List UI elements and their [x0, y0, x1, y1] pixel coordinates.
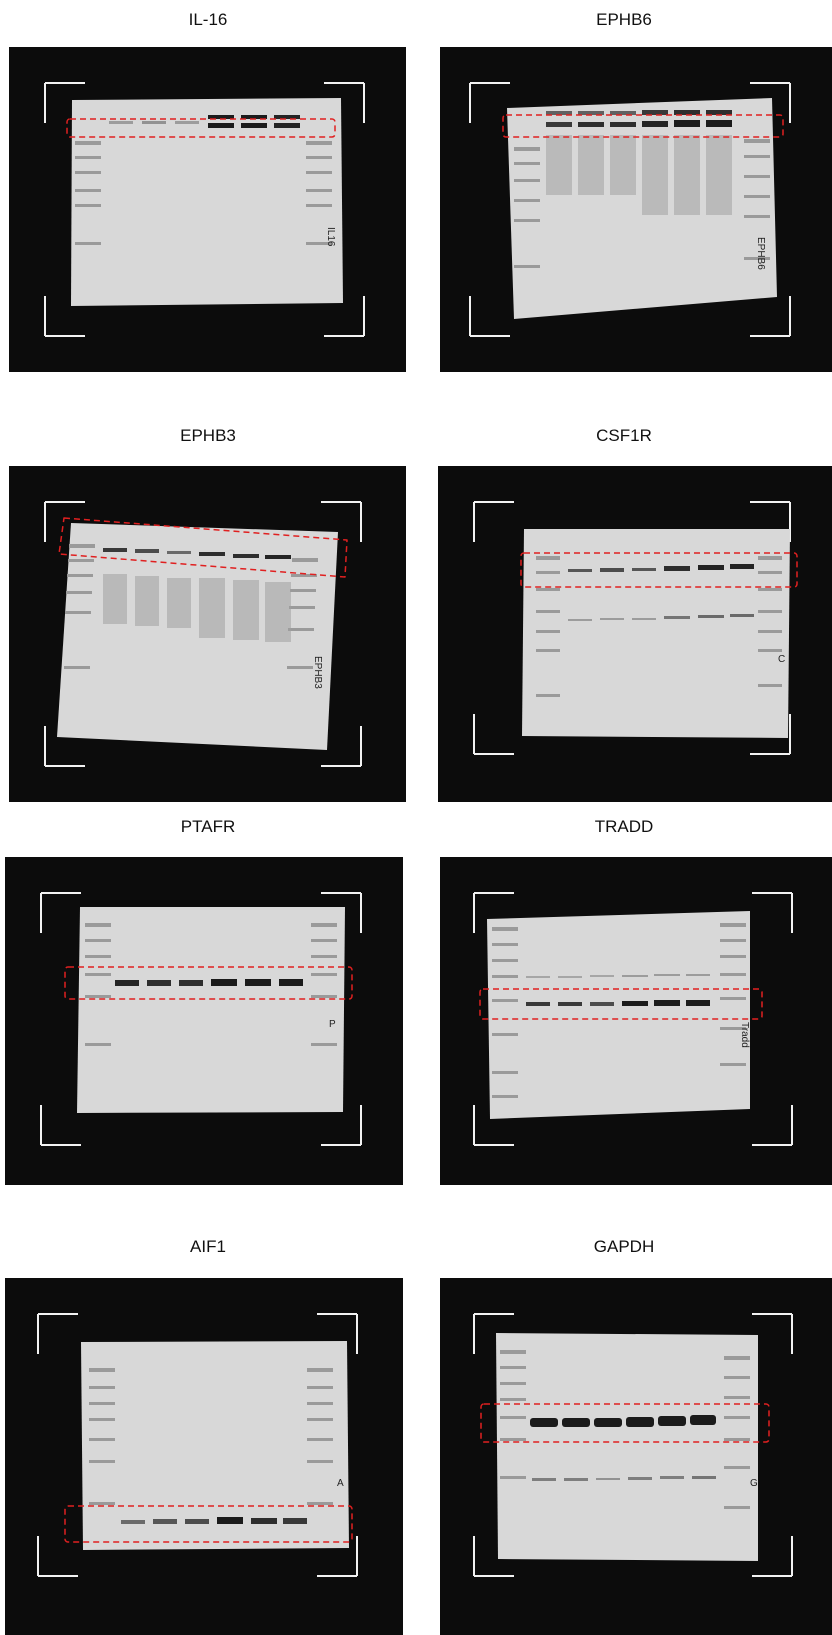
corner-mark: [469, 82, 510, 123]
blot-image: IL16: [9, 47, 406, 372]
ladder: [75, 141, 332, 245]
corner-mark: [473, 1313, 514, 1354]
corner-mark: [752, 1536, 793, 1577]
ladder: [500, 1350, 750, 1509]
corner-mark: [752, 1105, 793, 1146]
membrane: [522, 529, 790, 738]
highlight-box: [64, 1505, 353, 1543]
panel-il16: IL-16 IL16: [0, 0, 416, 380]
ladder: [89, 1368, 333, 1505]
corner-mark: [44, 296, 85, 337]
corner-mark: [473, 501, 514, 542]
bands: [103, 548, 291, 559]
bands: [115, 979, 303, 986]
highlight-box: [58, 517, 348, 578]
blot-image: Tradd: [440, 857, 832, 1185]
membrane: [57, 523, 338, 750]
corner-mark: [37, 1536, 78, 1577]
bands: [530, 1415, 716, 1481]
highlight-box: [480, 1403, 770, 1443]
panel-tradd: TRADD Tradd: [416, 810, 832, 1210]
membrane: [487, 911, 750, 1119]
corner-mark: [324, 82, 365, 123]
bands: [526, 974, 710, 1006]
smear: [546, 135, 732, 215]
panel-title: AIF1: [190, 1237, 226, 1256]
corner-mark: [321, 892, 362, 933]
corner-mark: [750, 501, 791, 542]
corner-mark: [750, 714, 791, 755]
handwritten-note: IL16: [325, 227, 336, 247]
corner-mark: [473, 1105, 514, 1146]
corner-mark: [37, 1313, 78, 1354]
smear: [103, 574, 291, 642]
corner-mark: [317, 1313, 358, 1354]
handwritten-note: C: [778, 654, 785, 665]
corner-mark: [752, 892, 793, 933]
panel-aif1: AIF1 A: [0, 1235, 416, 1635]
ladder: [536, 556, 782, 697]
highlight-box: [66, 118, 336, 138]
panel-ptafr: PTAFR P: [0, 810, 416, 1210]
membrane: [71, 98, 343, 306]
panel-title: EPHB6: [596, 10, 652, 29]
bands: [121, 1517, 307, 1524]
blot-image: EPHB6: [440, 47, 832, 372]
bands: [568, 564, 754, 621]
corner-mark: [324, 296, 365, 337]
blot-image: EPHB3: [9, 466, 406, 802]
corner-mark: [44, 82, 85, 123]
corner-mark: [321, 501, 362, 542]
membrane: [496, 1333, 758, 1561]
ladder: [492, 923, 746, 1098]
corner-mark: [469, 296, 510, 337]
handwritten-note: EPHB6: [755, 237, 766, 270]
corner-mark: [40, 1105, 81, 1146]
corner-mark: [750, 296, 791, 337]
panel-gapdh: GAPDH G: [416, 1235, 832, 1635]
panel-ephb3: EPHB3 EPHB3: [0, 410, 416, 810]
panel-csf1r: CSF1R C: [416, 410, 832, 810]
handwritten-note: P: [329, 1019, 336, 1030]
panel-title: PTAFR: [180, 817, 236, 836]
corner-mark: [750, 82, 791, 123]
panel-title: TRADD: [594, 817, 654, 836]
handwritten-note: Tradd: [739, 1022, 750, 1048]
corner-mark: [473, 1536, 514, 1577]
highlight-box: [502, 114, 784, 138]
panel-title: GAPDH: [593, 1237, 655, 1256]
blot-image: P: [5, 857, 403, 1185]
bands: [546, 110, 732, 127]
corner-mark: [44, 726, 85, 767]
blot-image: A: [5, 1278, 403, 1635]
corner-mark: [473, 714, 514, 755]
corner-mark: [473, 892, 514, 933]
panel-title: IL-16: [188, 10, 228, 29]
blot-image: C: [438, 466, 832, 802]
corner-mark: [40, 892, 81, 933]
membrane: [77, 907, 345, 1113]
handwritten-note: A: [337, 1478, 344, 1489]
panel-title: CSF1R: [596, 426, 652, 445]
corner-mark: [752, 1313, 793, 1354]
panel-ephb6: EPHB6 EPHB6: [416, 0, 832, 380]
membrane: [81, 1341, 349, 1550]
handwritten-note: EPHB3: [312, 656, 323, 689]
corner-mark: [44, 501, 85, 542]
ladder: [514, 139, 770, 268]
ladder: [64, 544, 318, 669]
corner-mark: [321, 726, 362, 767]
corner-mark: [317, 1536, 358, 1577]
panel-title: EPHB3: [180, 426, 236, 445]
blot-image: G: [440, 1278, 832, 1635]
highlight-box: [64, 966, 353, 1000]
corner-mark: [321, 1105, 362, 1146]
ladder: [85, 923, 337, 1046]
bands: [109, 115, 300, 128]
highlight-box: [520, 552, 798, 588]
highlight-box: [479, 988, 763, 1020]
handwritten-note: G: [750, 1478, 758, 1489]
